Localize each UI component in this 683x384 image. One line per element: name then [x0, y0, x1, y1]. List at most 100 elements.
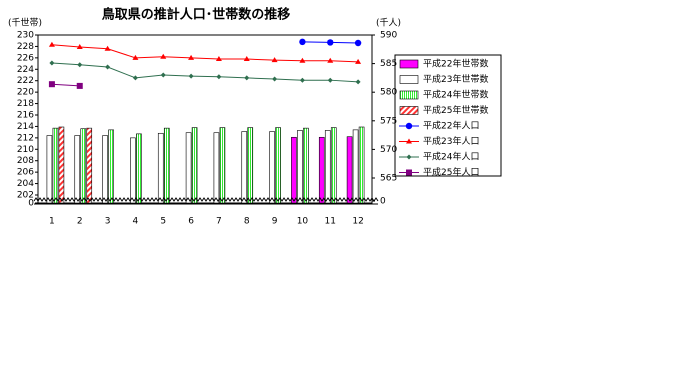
point: [48, 81, 55, 88]
bar: [291, 136, 297, 204]
point: [272, 76, 278, 82]
point: [76, 82, 83, 89]
y-tick-label: 228: [17, 42, 34, 52]
y-tick-label: 216: [17, 111, 34, 121]
point: [271, 57, 278, 63]
point: [354, 39, 362, 47]
point: [299, 77, 305, 83]
point: [76, 44, 83, 50]
y-tick-label: 224: [17, 65, 34, 75]
legend-swatch: [399, 75, 419, 84]
legend-marker: [406, 138, 412, 144]
legend-marker: [406, 169, 412, 176]
bar: [86, 127, 93, 204]
line: [51, 44, 359, 63]
line: [51, 62, 359, 83]
x-tick-label: 6: [188, 217, 194, 227]
point: [216, 74, 222, 80]
x-tick-label: 10: [297, 217, 309, 227]
bar: [102, 135, 108, 204]
y-tick-label: 214: [17, 122, 34, 132]
y-tick-label: 202: [17, 191, 34, 201]
y2-axis-label: (千人): [376, 18, 401, 29]
axis-break: [33, 197, 379, 202]
y-tick-label: 218: [17, 99, 34, 109]
x-tick-label: 11: [325, 217, 336, 227]
bar: [163, 127, 170, 204]
bar: [185, 132, 192, 204]
y-tick-label: 222: [17, 76, 34, 86]
x-tick-label: 1: [49, 217, 55, 227]
y-tick-label: 212: [17, 133, 34, 143]
y-axis-label: (千世帯): [8, 17, 42, 29]
legend-label: 平成23年人口: [423, 135, 479, 147]
legend: [394, 54, 502, 177]
point: [327, 39, 334, 46]
bar: [330, 127, 337, 204]
point: [49, 60, 55, 66]
point: [160, 72, 166, 78]
x-tick-label: 2: [77, 217, 83, 227]
bar: [358, 126, 365, 204]
bar: [241, 131, 248, 204]
y-tick-label: 220: [17, 88, 34, 98]
legend-marker: [405, 122, 413, 130]
point: [299, 57, 306, 63]
bar: [191, 127, 198, 204]
point: [215, 56, 222, 62]
bar: [130, 137, 136, 204]
point: [104, 45, 111, 51]
bar: [303, 127, 309, 204]
legend-label: 平成25年人口: [423, 166, 479, 178]
legend-label: 平成25年世帯数: [423, 104, 488, 116]
legend-label: 平成24年人口: [423, 151, 479, 163]
x-tick-label: 12: [352, 217, 363, 227]
y-tick-label: 206: [17, 168, 34, 178]
y2-tick-label: 580: [380, 88, 397, 98]
x-tick-label: 5: [160, 217, 166, 227]
x-tick-label: 7: [216, 217, 222, 227]
point: [132, 75, 138, 81]
bar: [136, 133, 142, 204]
point: [77, 62, 83, 68]
bar: [46, 135, 53, 204]
legend-marker: [406, 154, 412, 160]
bar: [52, 127, 59, 204]
bar: [108, 129, 114, 204]
y2-tick-label: 590: [380, 31, 397, 41]
y-tick-label: 204: [17, 179, 34, 189]
bar: [275, 127, 281, 204]
point: [105, 64, 111, 70]
point: [132, 54, 139, 60]
legend-swatch: [399, 106, 419, 115]
x-tick-label: 8: [244, 217, 250, 227]
legend-label: 平成22年人口: [423, 120, 479, 132]
chart-title: 鳥取県の推計人口･世帯数の推移: [102, 7, 291, 23]
x-tick-label: 4: [133, 217, 139, 227]
line: [51, 83, 80, 87]
y2-tick-label: 565: [380, 174, 397, 184]
y2-tick-label: 0: [380, 197, 386, 207]
legend-label: 平成22年世帯数: [423, 58, 488, 70]
y-tick-label: 0: [28, 199, 34, 209]
bar: [352, 129, 359, 204]
y-tick-label: 210: [17, 145, 34, 155]
legend-swatch: [399, 59, 419, 69]
y-tick-label: 208: [17, 156, 34, 166]
point: [327, 57, 334, 63]
point: [244, 75, 250, 81]
point: [188, 54, 195, 60]
plot-frame: [37, 34, 373, 204]
point: [188, 73, 194, 79]
bar: [80, 128, 87, 204]
y-tick-label: 230: [17, 31, 34, 41]
bar: [219, 127, 226, 204]
bar: [318, 136, 325, 204]
legend-label: 平成24年世帯数: [423, 89, 488, 101]
bar: [346, 136, 353, 204]
bar: [213, 132, 220, 204]
bar: [247, 127, 254, 204]
bar: [58, 126, 65, 204]
y-tick-label: 226: [17, 53, 34, 63]
